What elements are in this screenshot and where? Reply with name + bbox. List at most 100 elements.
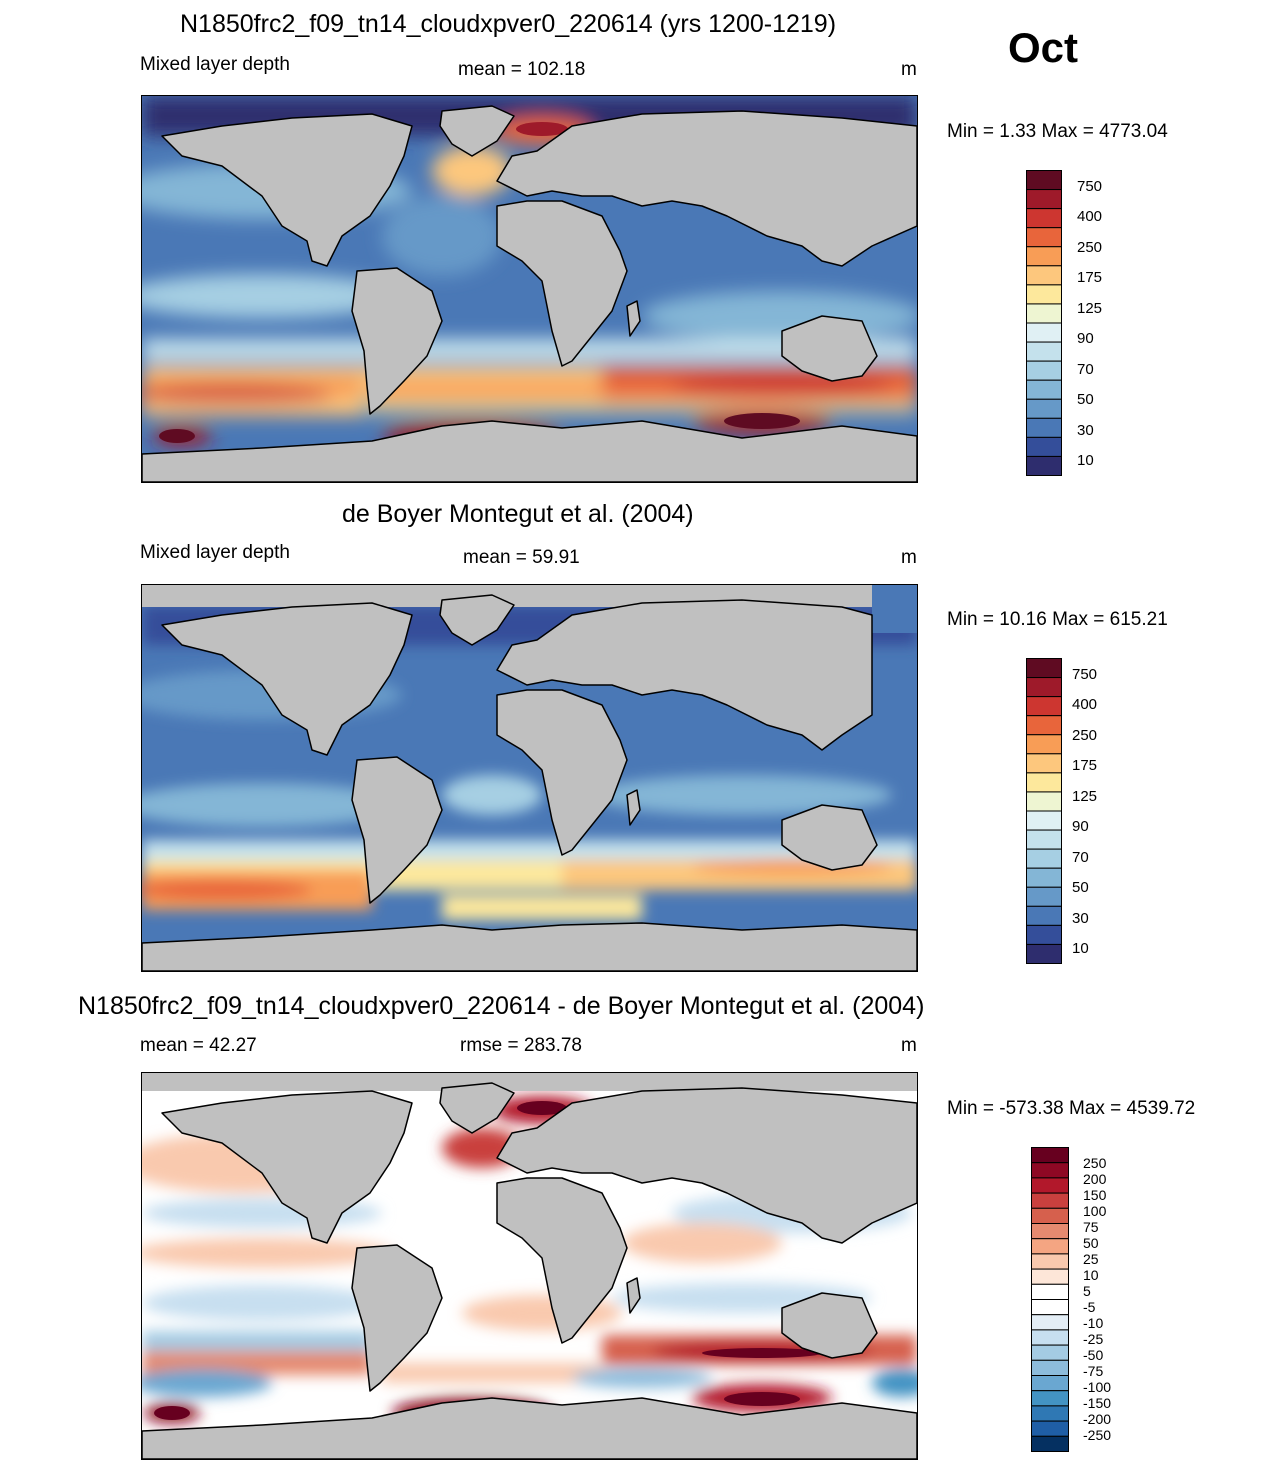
colorbar-swatch [1026,379,1062,400]
panel3-units-label: m [901,1035,917,1056]
panel3-colorbar-label: -5 [1083,1299,1096,1315]
panel3-map [141,1072,918,1460]
panel3-colorbar-label: 25 [1083,1251,1099,1267]
panel1-colorbar-label: 90 [1077,330,1094,347]
panel2-colorbar-label: 30 [1072,910,1089,927]
colorbar-swatch [1031,1420,1069,1437]
panel3-colorbar-label: 150 [1083,1187,1107,1203]
colorbar-swatch [1026,265,1062,286]
panel2-colorbar-swatches [1026,658,1062,964]
colorbar-swatch [1031,1344,1069,1361]
panel1-colorbar-label: 70 [1077,361,1094,378]
panel1-colorbar-label: 30 [1077,422,1094,439]
panel1-colorbar-label: 175 [1077,269,1103,286]
colorbar-swatch [1031,1162,1069,1179]
colorbar-swatch [1026,189,1062,210]
panel3-colorbar-label: -25 [1083,1331,1104,1347]
colorbar-swatch [1026,284,1062,305]
panel1-map [141,95,918,483]
panel2-colorbar-label: 70 [1072,849,1089,866]
colorbar-swatch [1026,791,1062,812]
colorbar-swatch [1026,829,1062,850]
panel3-title: N1850frc2_f09_tn14_cloudxpver0_220614 - … [78,992,925,1020]
panel1-colorbar-label: 750 [1077,178,1103,195]
panel3-rmse-label: rmse = 283.78 [460,1035,582,1056]
colorbar-swatch [1031,1283,1069,1301]
colorbar-swatch [1031,1268,1069,1285]
panel2-colorbar [1026,658,1062,964]
month-label: Oct [1008,24,1079,71]
colorbar-swatch [1026,322,1062,343]
panel1-variable-label: Mixed layer depth [140,54,290,75]
colorbar-swatch [1026,417,1062,438]
panel2-colorbar-label: 250 [1072,727,1098,744]
colorbar-swatch [1026,943,1062,964]
panel2-map [141,584,918,972]
colorbar-swatch [1031,1177,1069,1194]
colorbar-swatch [1026,208,1062,229]
colorbar-swatch [1026,658,1062,679]
colorbar-swatch [1031,1147,1069,1164]
panel3-colorbar-label: -150 [1083,1395,1112,1411]
colorbar-swatch [1031,1238,1069,1255]
colorbar-swatch [1031,1299,1069,1316]
panel1-colorbar-labels: 750 400 250 175 125 90 70 50 30 10 [1077,170,1137,476]
panel1-colorbar [1026,170,1062,476]
panel2-variable-label: Mixed layer depth [140,542,290,563]
colorbar-swatch [1026,753,1062,774]
panel3-colorbar-swatches [1031,1147,1069,1452]
panel3-colorbar-label: 200 [1083,1171,1107,1187]
colorbar-swatch [1026,455,1062,476]
panel3-colorbar-label: -250 [1083,1427,1112,1443]
panel3-colorbar-label: -200 [1083,1411,1112,1427]
panel2-units-label: m [901,547,917,568]
panel2-colorbar-label: 125 [1072,788,1098,805]
panel1-units-label: m [901,59,917,80]
panel3-mean-label: mean = 42.27 [140,1035,257,1056]
colorbar-swatch [1026,696,1062,717]
panel3-colorbar-label: 50 [1083,1235,1099,1251]
panel3-colorbar-label: -10 [1083,1315,1104,1331]
colorbar-swatch [1031,1207,1069,1224]
panel1-minmax-label: Min = 1.33 Max = 4773.04 [947,121,1168,142]
panel2-colorbar-labels: 750 400 250 175 125 90 70 50 30 10 [1072,658,1132,964]
colorbar-swatch [1031,1329,1069,1346]
panel3-colorbar-label: -100 [1083,1379,1112,1395]
colorbar-swatch [1026,677,1062,698]
colorbar-swatch [1026,360,1062,381]
panel1-title: N1850frc2_f09_tn14_cloudxpver0_220614 (y… [180,10,837,38]
panel3-colorbar [1031,1147,1069,1452]
colorbar-swatch [1026,905,1062,926]
colorbar-swatch [1026,772,1062,793]
colorbar-swatch [1026,886,1062,907]
colorbar-swatch [1031,1223,1069,1240]
colorbar-swatch [1026,398,1062,419]
panel1-colorbar-swatches [1026,170,1062,476]
colorbar-swatch [1026,303,1062,324]
panel1-colorbar-label: 10 [1077,452,1094,469]
panel2-title: de Boyer Montegut et al. (2004) [342,500,694,528]
panel1-colorbar-label: 400 [1077,208,1103,225]
panel1-colorbar-label: 250 [1077,239,1103,256]
colorbar-swatch [1031,1253,1069,1270]
panel2-minmax-label: Min = 10.16 Max = 615.21 [947,609,1168,630]
panel1-colorbar-label: 125 [1077,300,1103,317]
colorbar-swatch [1026,341,1062,362]
colorbar-swatch [1031,1375,1069,1392]
colorbar-swatch [1026,848,1062,869]
colorbar-swatch [1031,1405,1069,1422]
colorbar-swatch [1031,1435,1069,1452]
panel2-colorbar-label: 50 [1072,879,1089,896]
colorbar-swatch [1026,734,1062,755]
colorbar-swatch [1026,170,1062,191]
panel2-colorbar-label: 750 [1072,666,1098,683]
colorbar-swatch [1026,924,1062,945]
colorbar-swatch [1026,436,1062,457]
panel2-colorbar-label: 10 [1072,940,1089,957]
colorbar-swatch [1031,1192,1069,1209]
panel3-colorbar-labels: 250 200 150 100 75 50 25 10 5 -5 -10 -25… [1083,1147,1143,1452]
panel3-minmax-label: Min = -573.38 Max = 4539.72 [947,1098,1196,1119]
panel3-colorbar-label: 10 [1083,1267,1099,1283]
panel3-colorbar-label: -50 [1083,1347,1104,1363]
panel1-colorbar-label: 50 [1077,391,1094,408]
